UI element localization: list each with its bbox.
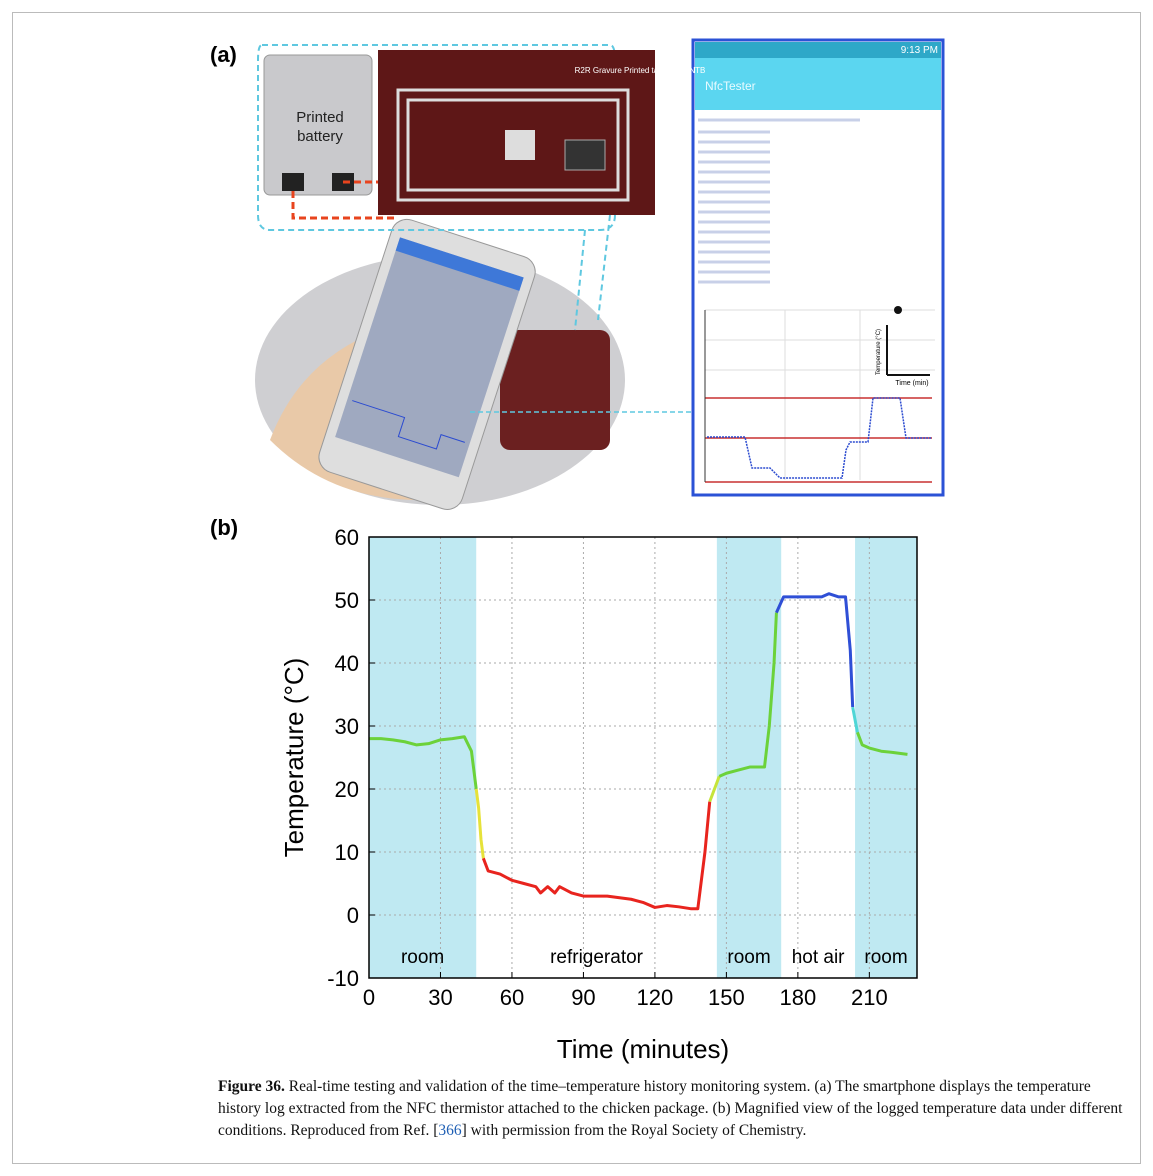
app-title: NfcTester (705, 79, 756, 93)
region-label: room (864, 947, 907, 968)
y-tick-label: 30 (335, 714, 359, 739)
y-tick-label: 50 (335, 588, 359, 613)
x-tick-label: 30 (428, 985, 452, 1010)
region-label: room (727, 947, 770, 968)
mini-legend-axes (886, 325, 930, 376)
data-line (474, 788, 485, 859)
mini-grid (705, 309, 935, 480)
mini-marker (894, 306, 902, 314)
caption-text: ] with permission from the Royal Society… (461, 1122, 807, 1139)
battery (263, 54, 373, 196)
callout-outline (257, 44, 616, 231)
data-line (856, 731, 908, 756)
mini-y-label: Temperature (°C) (876, 329, 882, 375)
antenna (406, 98, 620, 192)
data-line (775, 592, 855, 708)
mini-threshold (705, 397, 932, 483)
thermistor (564, 139, 606, 171)
x-tick-label: 90 (571, 985, 595, 1010)
panel-label: (a) (210, 42, 237, 67)
x-tick-label: 180 (780, 985, 817, 1010)
caption-ref[interactable]: 366 (438, 1122, 462, 1139)
package (500, 330, 610, 450)
shaded-region (716, 537, 782, 978)
data-line (718, 612, 778, 778)
caption: Figure 36. Real-time testing and validat… (218, 1076, 1128, 1142)
figure-frame (12, 12, 1141, 1164)
battery-terminal (282, 173, 304, 191)
region-label: hot air (792, 947, 845, 968)
x-tick-label: 60 (500, 985, 524, 1010)
data-line (851, 706, 859, 733)
battery-label: Printed battery (296, 109, 344, 145)
region-label: room (401, 947, 444, 968)
y-tick-label: 60 (335, 525, 359, 550)
chip (505, 130, 535, 160)
y-axis-title: Temperature (°C) (279, 658, 309, 858)
region-label: refrigerator (550, 947, 644, 968)
tag-label: R2R Gravure Printed tag LSF_ANTB (575, 66, 706, 75)
x-tick-label: 150 (708, 985, 745, 1010)
y-tick-label: -10 (327, 966, 359, 991)
antenna (396, 88, 630, 202)
mini-x-label: Time (min) (895, 380, 928, 387)
status-bar (695, 42, 941, 58)
shaded-region (369, 537, 477, 978)
data-line (369, 735, 478, 790)
log-lines (698, 118, 860, 284)
screenshot (691, 38, 945, 497)
y-tick-label: 40 (335, 651, 359, 676)
y-tick-label: 20 (335, 777, 359, 802)
plot-frame (368, 536, 918, 979)
data-line (708, 775, 721, 803)
caption-text: Real-time testing and validation of the … (218, 1078, 1123, 1139)
phone (318, 218, 536, 510)
caption-label: Figure 36. (218, 1078, 285, 1095)
data-line (481, 801, 712, 911)
y-tick-label: 0 (347, 903, 359, 928)
x-tick-label: 120 (637, 985, 674, 1010)
phone-time: 9:13 PM (901, 45, 938, 56)
callout-line (574, 214, 611, 331)
x-tick-label: 0 (363, 985, 375, 1010)
shaded-region (855, 537, 917, 978)
x-axis-title: Time (minutes) (557, 1034, 729, 1064)
y-tick-label: 10 (335, 840, 359, 865)
mini-line (707, 397, 932, 479)
x-tick-label: 210 (851, 985, 888, 1010)
app-bar (695, 58, 941, 110)
panel-label: (b) (210, 515, 238, 540)
